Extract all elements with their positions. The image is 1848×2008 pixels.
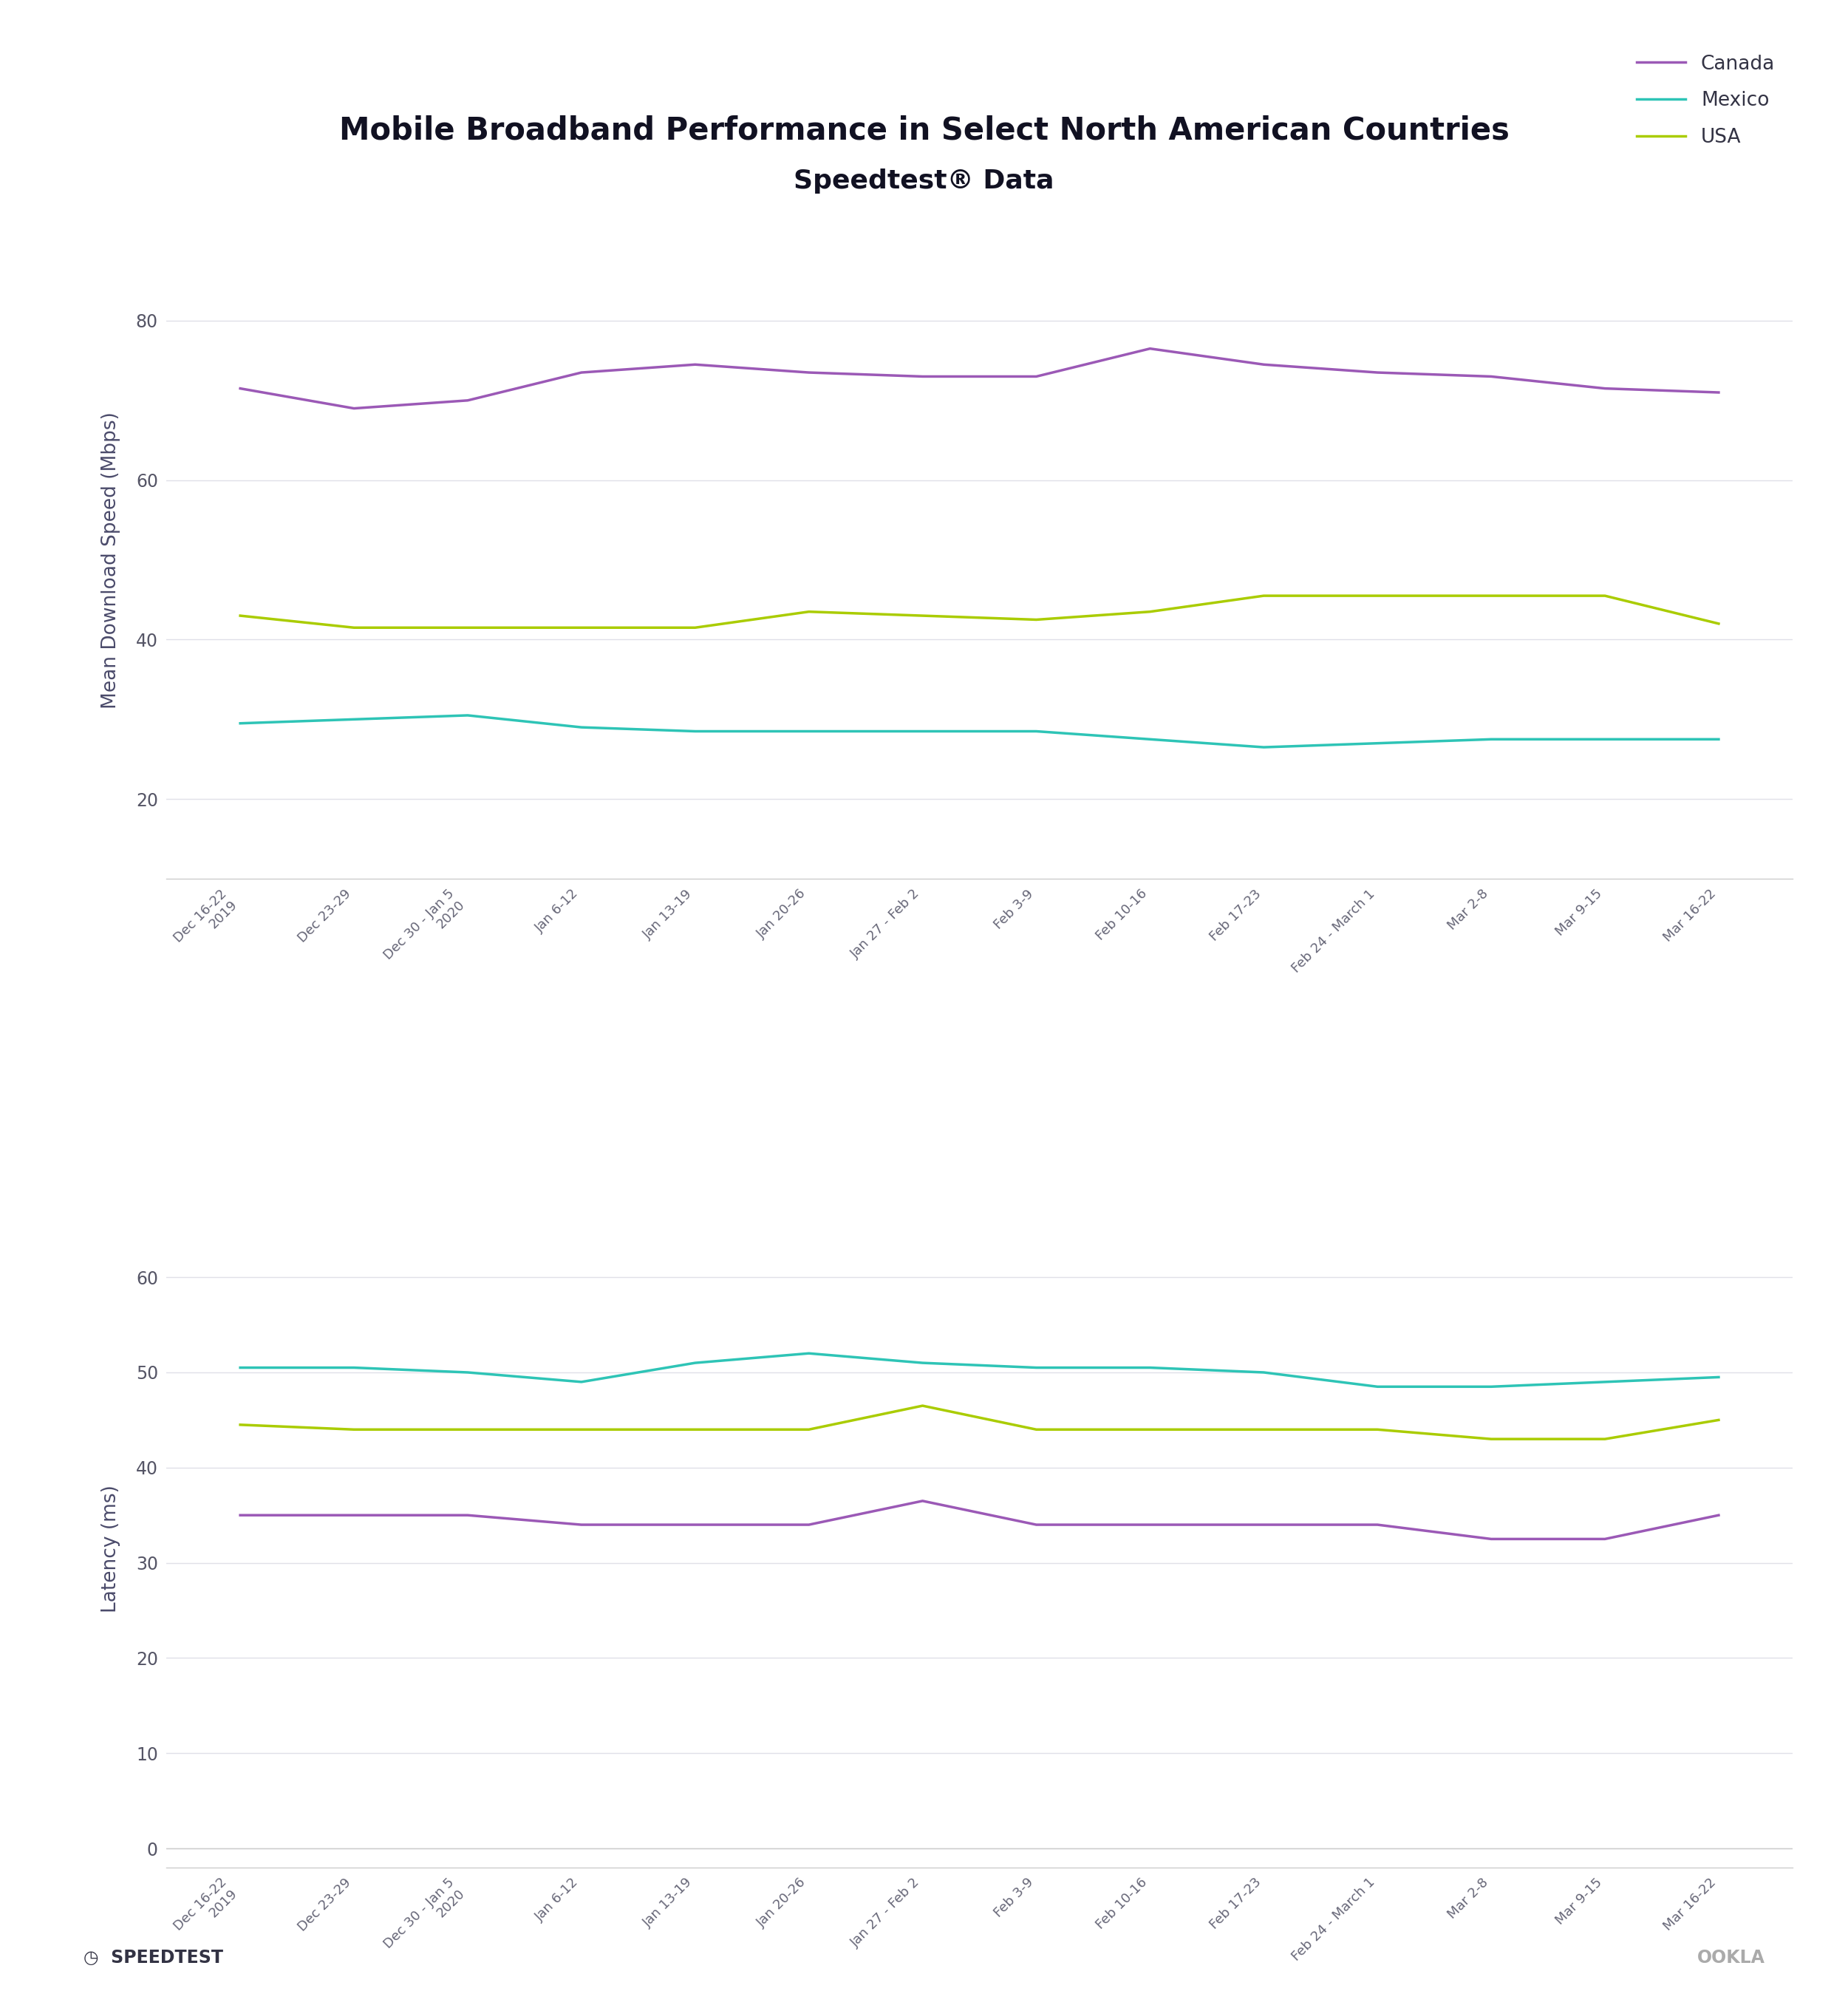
Y-axis label: Latency (ms): Latency (ms) [102, 1484, 120, 1612]
Text: Mobile Broadband Performance in Select North American Countries: Mobile Broadband Performance in Select N… [338, 114, 1510, 147]
Text: ◷  SPEEDTEST: ◷ SPEEDTEST [83, 1950, 224, 1966]
Text: Speedtest® Data: Speedtest® Data [795, 169, 1053, 193]
Legend: Canada, Mexico, USA: Canada, Mexico, USA [1628, 46, 1783, 155]
Text: OOKLA: OOKLA [1696, 1950, 1765, 1966]
Y-axis label: Mean Download Speed (Mbps): Mean Download Speed (Mbps) [102, 412, 120, 709]
